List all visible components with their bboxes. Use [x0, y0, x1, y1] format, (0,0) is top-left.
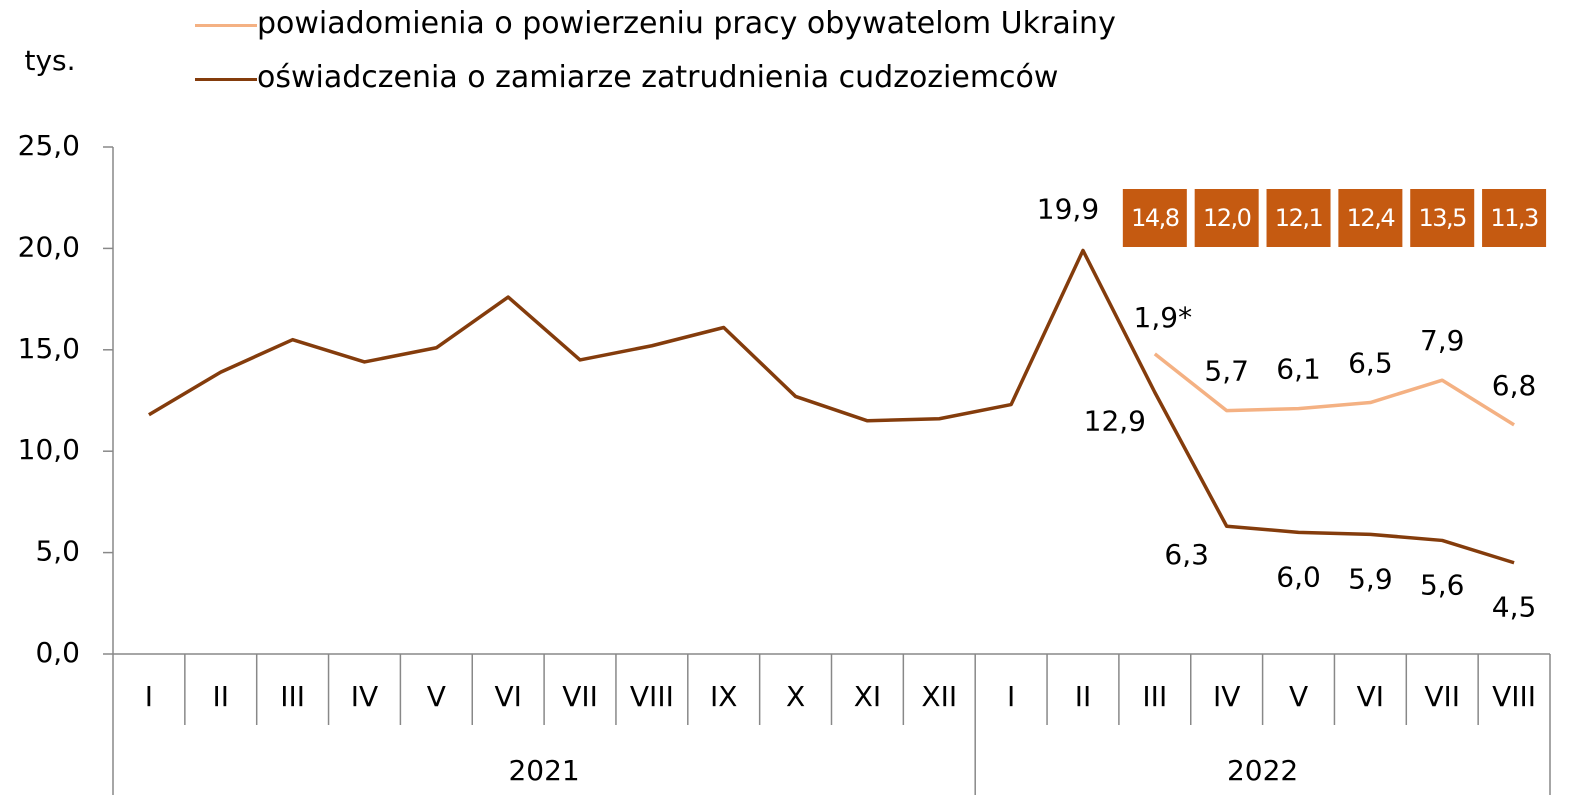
y-tick-label: 0,0 — [35, 636, 80, 669]
value-label: 13,5 — [1419, 204, 1467, 232]
value-label-box — [1482, 189, 1547, 247]
legend-entry: powiadomienia o powierzeniu pracy obywat… — [195, 4, 1117, 44]
value-label: 11,3 — [1490, 204, 1538, 232]
x-group-label: 2021 — [508, 754, 579, 787]
x-tick-label: X — [786, 680, 805, 713]
value-label-box — [1194, 189, 1259, 247]
y-tick-label: 5,0 — [35, 535, 80, 568]
x-tick-label: III — [1142, 680, 1167, 713]
x-tick-label: XII — [921, 680, 957, 713]
value-label-box — [1122, 189, 1187, 247]
x-tick-label: VI — [494, 680, 521, 713]
annotation: 1,9* — [1134, 301, 1193, 334]
y-axis-label: tys. — [24, 44, 75, 77]
value-label-box — [1338, 189, 1403, 247]
legend-label: oświadczenia o zamiarze zatrudnienia cud… — [257, 60, 1059, 95]
value-label: 12,1 — [1275, 204, 1323, 232]
legend-swatch — [195, 78, 257, 81]
annotation: 6,1 — [1276, 353, 1321, 386]
x-tick-label: VII — [562, 680, 598, 713]
value-label: 6,0 — [1276, 560, 1321, 593]
series-line — [1153, 352, 1515, 427]
annotation: 6,5 — [1348, 347, 1393, 380]
legend-label: powiadomienia o powierzeniu pracy obywat… — [257, 6, 1116, 41]
value-label: 12,9 — [1084, 404, 1146, 437]
x-tick-label: V — [427, 680, 446, 713]
x-tick-label: I — [1007, 680, 1015, 713]
x-tick-label: I — [145, 680, 153, 713]
series-line — [148, 248, 1515, 565]
y-tick-label: 20,0 — [18, 230, 80, 263]
x-tick-label: VI — [1357, 680, 1384, 713]
x-tick-label: IX — [710, 680, 737, 713]
value-label: 4,5 — [1492, 591, 1537, 624]
x-tick-label: IV — [1213, 680, 1240, 713]
y-tick-label: 10,0 — [18, 433, 80, 466]
value-label: 14,8 — [1131, 204, 1179, 232]
value-label: 12,0 — [1203, 204, 1251, 232]
x-tick-label: XI — [854, 680, 881, 713]
value-label-box — [1266, 189, 1331, 247]
x-tick-label: VIII — [1492, 680, 1536, 713]
x-tick-label: II — [213, 680, 230, 713]
value-label: 5,6 — [1420, 568, 1465, 601]
x-tick-label: VIII — [630, 680, 674, 713]
value-label: 6,3 — [1164, 538, 1209, 571]
y-tick-label: 25,0 — [18, 129, 80, 162]
x-tick-label: IV — [351, 680, 378, 713]
legend-entry: oświadczenia o zamiarze zatrudnienia cud… — [195, 58, 1117, 98]
value-label: 12,4 — [1347, 204, 1395, 232]
value-label: 5,9 — [1348, 562, 1393, 595]
x-tick-label: V — [1289, 680, 1308, 713]
x-tick-label: VII — [1424, 680, 1460, 713]
x-group-label: 2022 — [1227, 754, 1298, 787]
value-label: 19,9 — [1037, 192, 1099, 225]
legend-swatch — [195, 24, 257, 27]
x-tick-label: II — [1075, 680, 1092, 713]
legend: powiadomienia o powierzeniu pracy obywat… — [195, 4, 1117, 112]
annotation: 7,9 — [1420, 324, 1465, 357]
value-label-box — [1410, 189, 1475, 247]
x-tick-label: III — [280, 680, 305, 713]
annotation: 6,8 — [1492, 369, 1537, 402]
annotation: 5,7 — [1204, 355, 1249, 388]
y-tick-label: 15,0 — [18, 332, 80, 365]
